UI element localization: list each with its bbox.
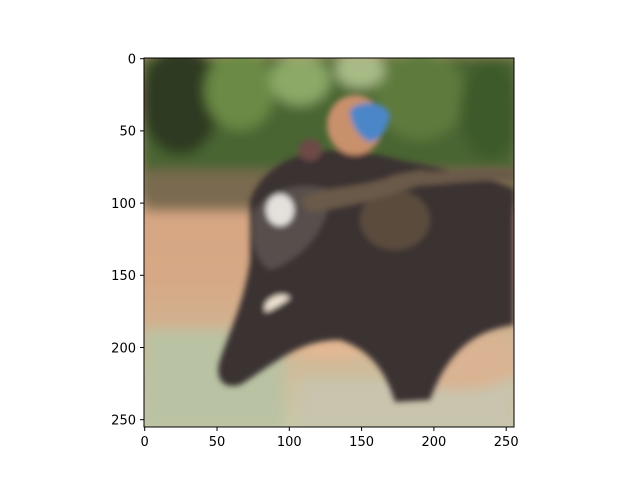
y-axis: 0 50 100 150 200 250	[111, 53, 144, 429]
x-tick-label: 50	[209, 435, 226, 450]
image	[144, 58, 514, 427]
y-tick-label: 250	[111, 414, 136, 429]
y-tick-label: 50	[119, 125, 136, 140]
x-tick-label: 150	[349, 435, 374, 450]
x-tick-label: 250	[494, 435, 519, 450]
y-tick-label: 150	[111, 269, 136, 284]
x-tick-label: 0	[141, 435, 149, 450]
y-tick-label: 0	[128, 53, 136, 68]
y-tick-label: 200	[111, 341, 136, 356]
x-tick-label: 100	[277, 435, 302, 450]
x-axis: 0 50 100 150 200 250	[141, 427, 519, 450]
axes-frame	[143, 57, 515, 428]
x-tick-label: 200	[421, 435, 446, 450]
y-tick-label: 100	[111, 197, 136, 212]
